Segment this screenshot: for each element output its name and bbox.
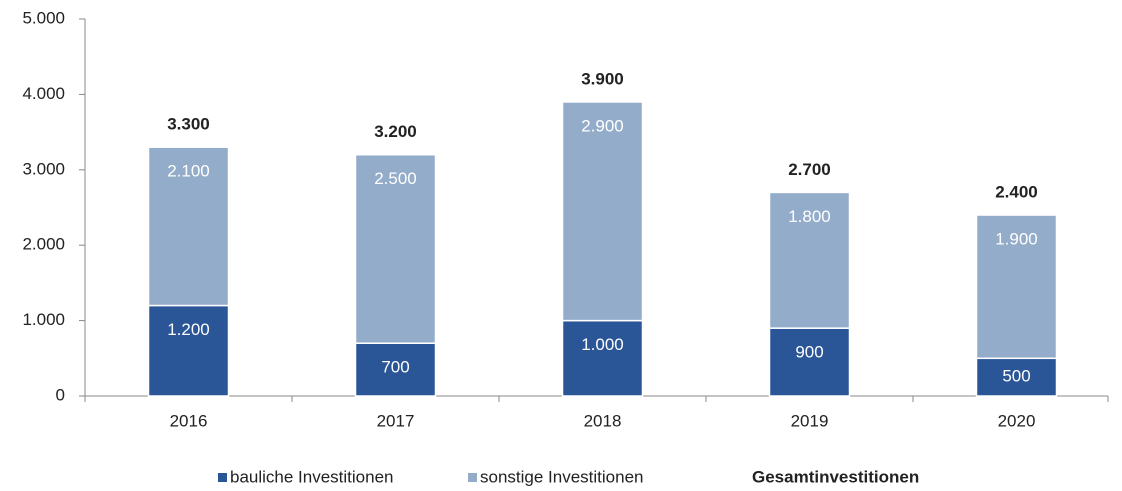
y-tick-label: 2.000 — [22, 235, 65, 254]
total-label: 2.700 — [788, 160, 831, 179]
bar-segment — [354, 342, 437, 397]
data-label: 2.900 — [581, 116, 624, 135]
data-label: 1.200 — [167, 320, 210, 339]
bar-segment — [768, 191, 851, 329]
bar-segment — [975, 357, 1058, 397]
data-label: 2.100 — [167, 162, 210, 181]
bar-segment — [561, 101, 644, 322]
bar-segment — [975, 214, 1058, 360]
x-tick-label: 2020 — [998, 411, 1036, 430]
legend-label: bauliche Investitionen — [230, 467, 394, 486]
total-label: 2.400 — [995, 183, 1038, 202]
bar-segment — [768, 327, 851, 397]
y-tick-label: 1.000 — [22, 310, 65, 329]
total-label: 3.900 — [581, 69, 624, 88]
bar-segment — [561, 319, 644, 397]
x-tick-label: 2019 — [791, 411, 829, 430]
legend-label: sonstige Investitionen — [480, 467, 644, 486]
x-tick-label: 2017 — [377, 411, 415, 430]
y-tick-label: 0 — [56, 385, 65, 404]
total-label: 3.300 — [167, 115, 210, 134]
y-tick-label: 5.000 — [22, 8, 65, 27]
data-label: 2.500 — [374, 169, 417, 188]
data-label: 700 — [381, 358, 409, 377]
data-label: 500 — [1002, 367, 1030, 386]
x-tick-label: 2018 — [584, 411, 622, 430]
y-tick-label: 3.000 — [22, 159, 65, 178]
data-label: 1.800 — [788, 207, 831, 226]
legend-swatch — [218, 473, 227, 482]
data-label: 1.000 — [581, 335, 624, 354]
y-tick-label: 4.000 — [22, 84, 65, 103]
legend-swatch — [468, 473, 477, 482]
bar-segment — [354, 153, 437, 344]
data-label: 900 — [795, 343, 823, 362]
x-tick-label: 2016 — [170, 411, 208, 430]
bar-segment — [147, 146, 230, 307]
total-label: 3.200 — [374, 122, 417, 141]
legend-label: Gesamtinvestitionen — [752, 467, 919, 486]
bar-segment — [147, 304, 230, 397]
data-label: 1.900 — [995, 230, 1038, 249]
